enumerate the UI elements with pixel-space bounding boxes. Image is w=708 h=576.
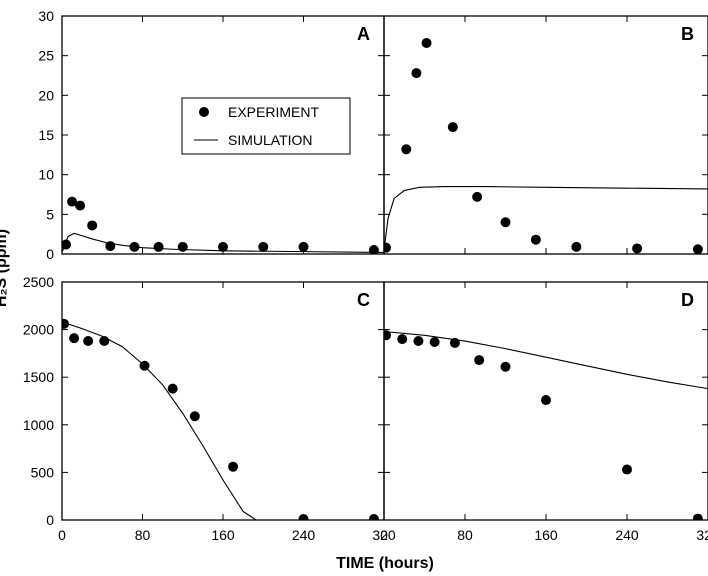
svg-text:1000: 1000 [23, 417, 54, 433]
svg-text:240: 240 [615, 527, 639, 543]
panel-label-B: B [681, 24, 694, 44]
svg-text:5: 5 [46, 206, 54, 222]
figure-svg: 0 5 10 15 20 25 30 A B 0 80 160 240 320 0 500 1000 1500 20… [0, 0, 708, 576]
svg-text:500: 500 [31, 464, 55, 480]
svg-text:20: 20 [38, 87, 54, 103]
svg-text:0: 0 [58, 527, 66, 543]
svg-text:EXPERIMENT: EXPERIMENT [228, 104, 319, 120]
panel-label-A: A [357, 24, 370, 44]
svg-text:0: 0 [380, 527, 388, 543]
x-axis-label: TIME (hours) [336, 555, 434, 572]
svg-text:80: 80 [457, 527, 473, 543]
svg-text:240: 240 [292, 527, 316, 543]
svg-text:0: 0 [46, 512, 54, 528]
svg-text:10: 10 [38, 167, 54, 183]
svg-text:160: 160 [534, 527, 558, 543]
svg-text:2500: 2500 [23, 274, 54, 290]
svg-text:30: 30 [38, 8, 54, 24]
panel-label-D: D [681, 290, 694, 310]
svg-text:15: 15 [38, 127, 54, 143]
svg-text:1500: 1500 [23, 369, 54, 385]
svg-text:25: 25 [38, 48, 54, 64]
y-axis-label: H₂S (ppm) [0, 229, 10, 307]
svg-text:160: 160 [211, 527, 235, 543]
svg-text:2000: 2000 [23, 322, 54, 338]
svg-text:80: 80 [135, 527, 151, 543]
legend: EXPERIMENT SIMULATION [182, 98, 350, 154]
svg-text:320: 320 [696, 527, 708, 543]
panel-label-C: C [357, 290, 370, 310]
svg-text:SIMULATION: SIMULATION [228, 132, 313, 148]
svg-text:0: 0 [46, 246, 54, 262]
